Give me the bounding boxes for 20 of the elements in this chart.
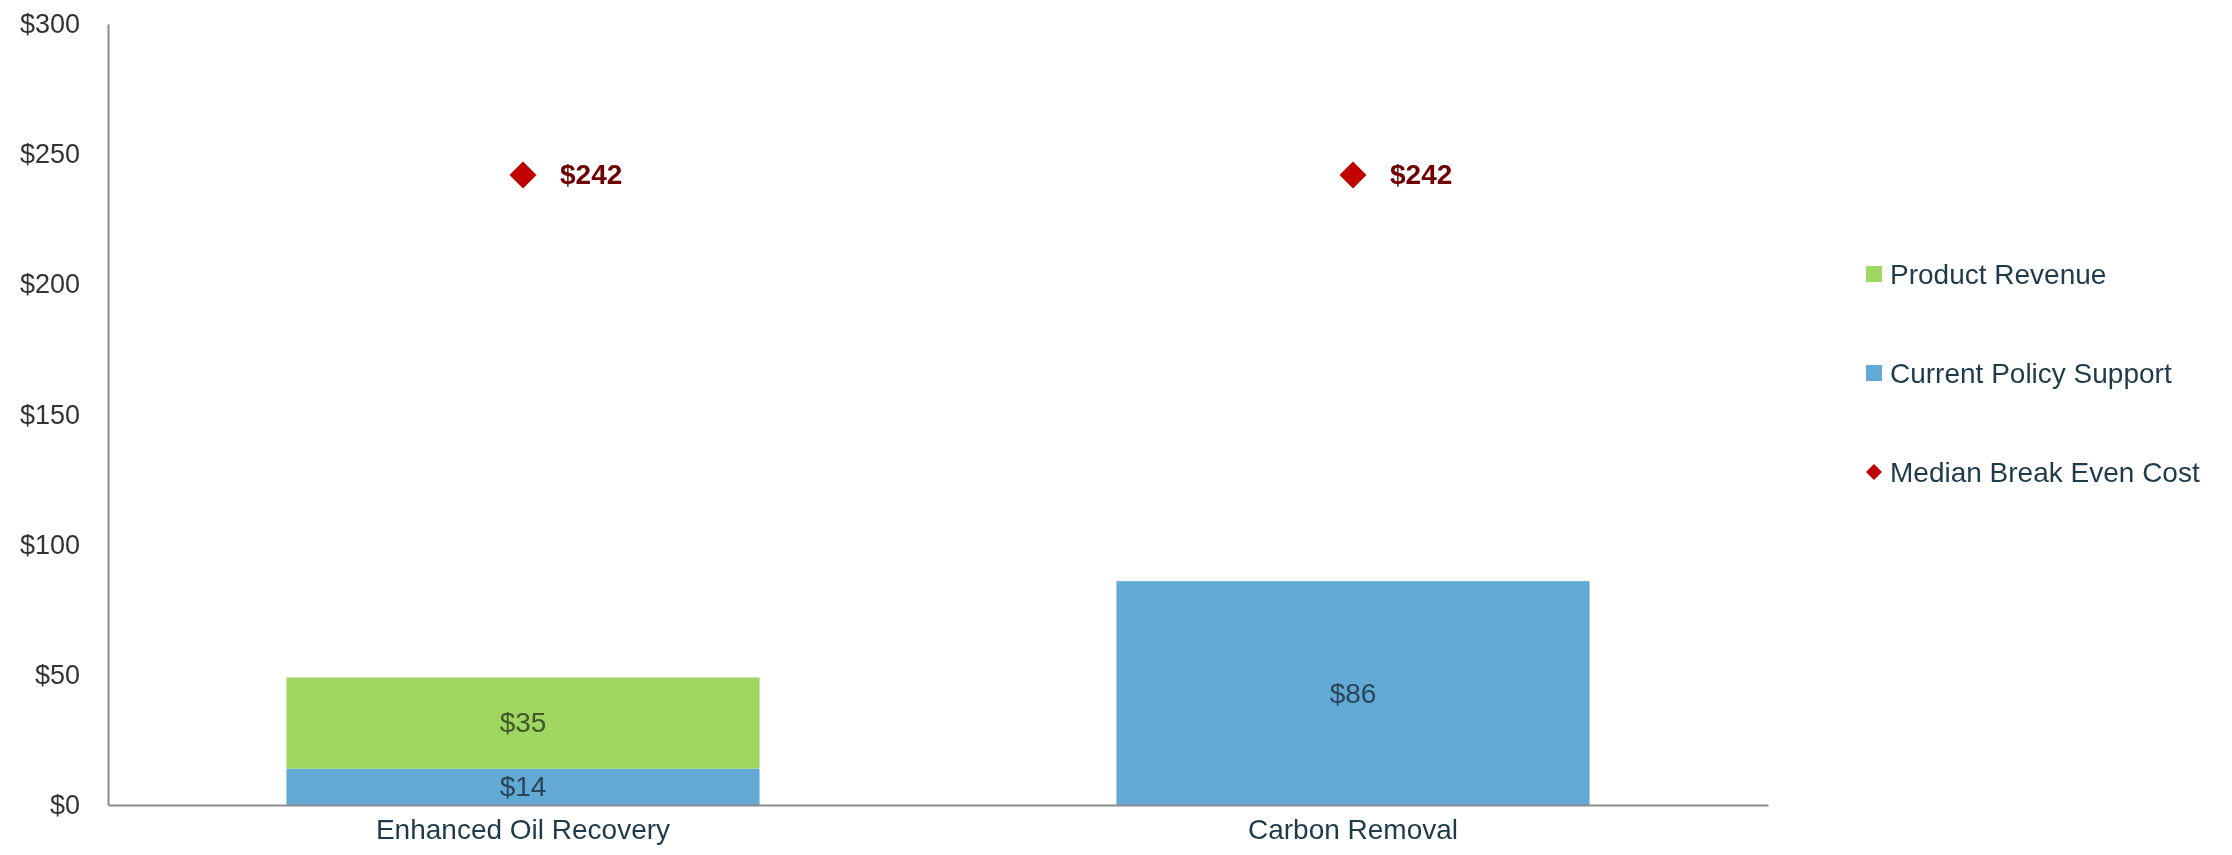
data-label: $242 — [560, 159, 623, 191]
data-label: $86 — [1329, 677, 1377, 709]
data-label: $242 — [1390, 159, 1453, 191]
y-tick-label: $300 — [19, 9, 80, 40]
legend-label: Product Revenue — [1890, 258, 2107, 290]
data-label: $14 — [499, 771, 547, 803]
y-tick-label: $150 — [19, 399, 80, 430]
bar — [286, 677, 760, 769]
bar — [286, 768, 760, 805]
legend-label: Median Break Even Cost — [1890, 456, 2200, 488]
y-tick-label: $250 — [19, 139, 80, 170]
legend-label: Current Policy Support — [1890, 357, 2172, 389]
y-tick-label: $200 — [19, 269, 80, 300]
y-tick-label: $100 — [19, 529, 80, 560]
x-tick-label: Carbon Removal — [1247, 813, 1459, 845]
y-tick-label: $50 — [34, 659, 80, 690]
bar — [1116, 581, 1590, 805]
x-tick-label: Enhanced Oil Recovery — [375, 813, 671, 845]
data-label: $35 — [499, 707, 547, 739]
y-tick-label: $0 — [49, 790, 80, 821]
